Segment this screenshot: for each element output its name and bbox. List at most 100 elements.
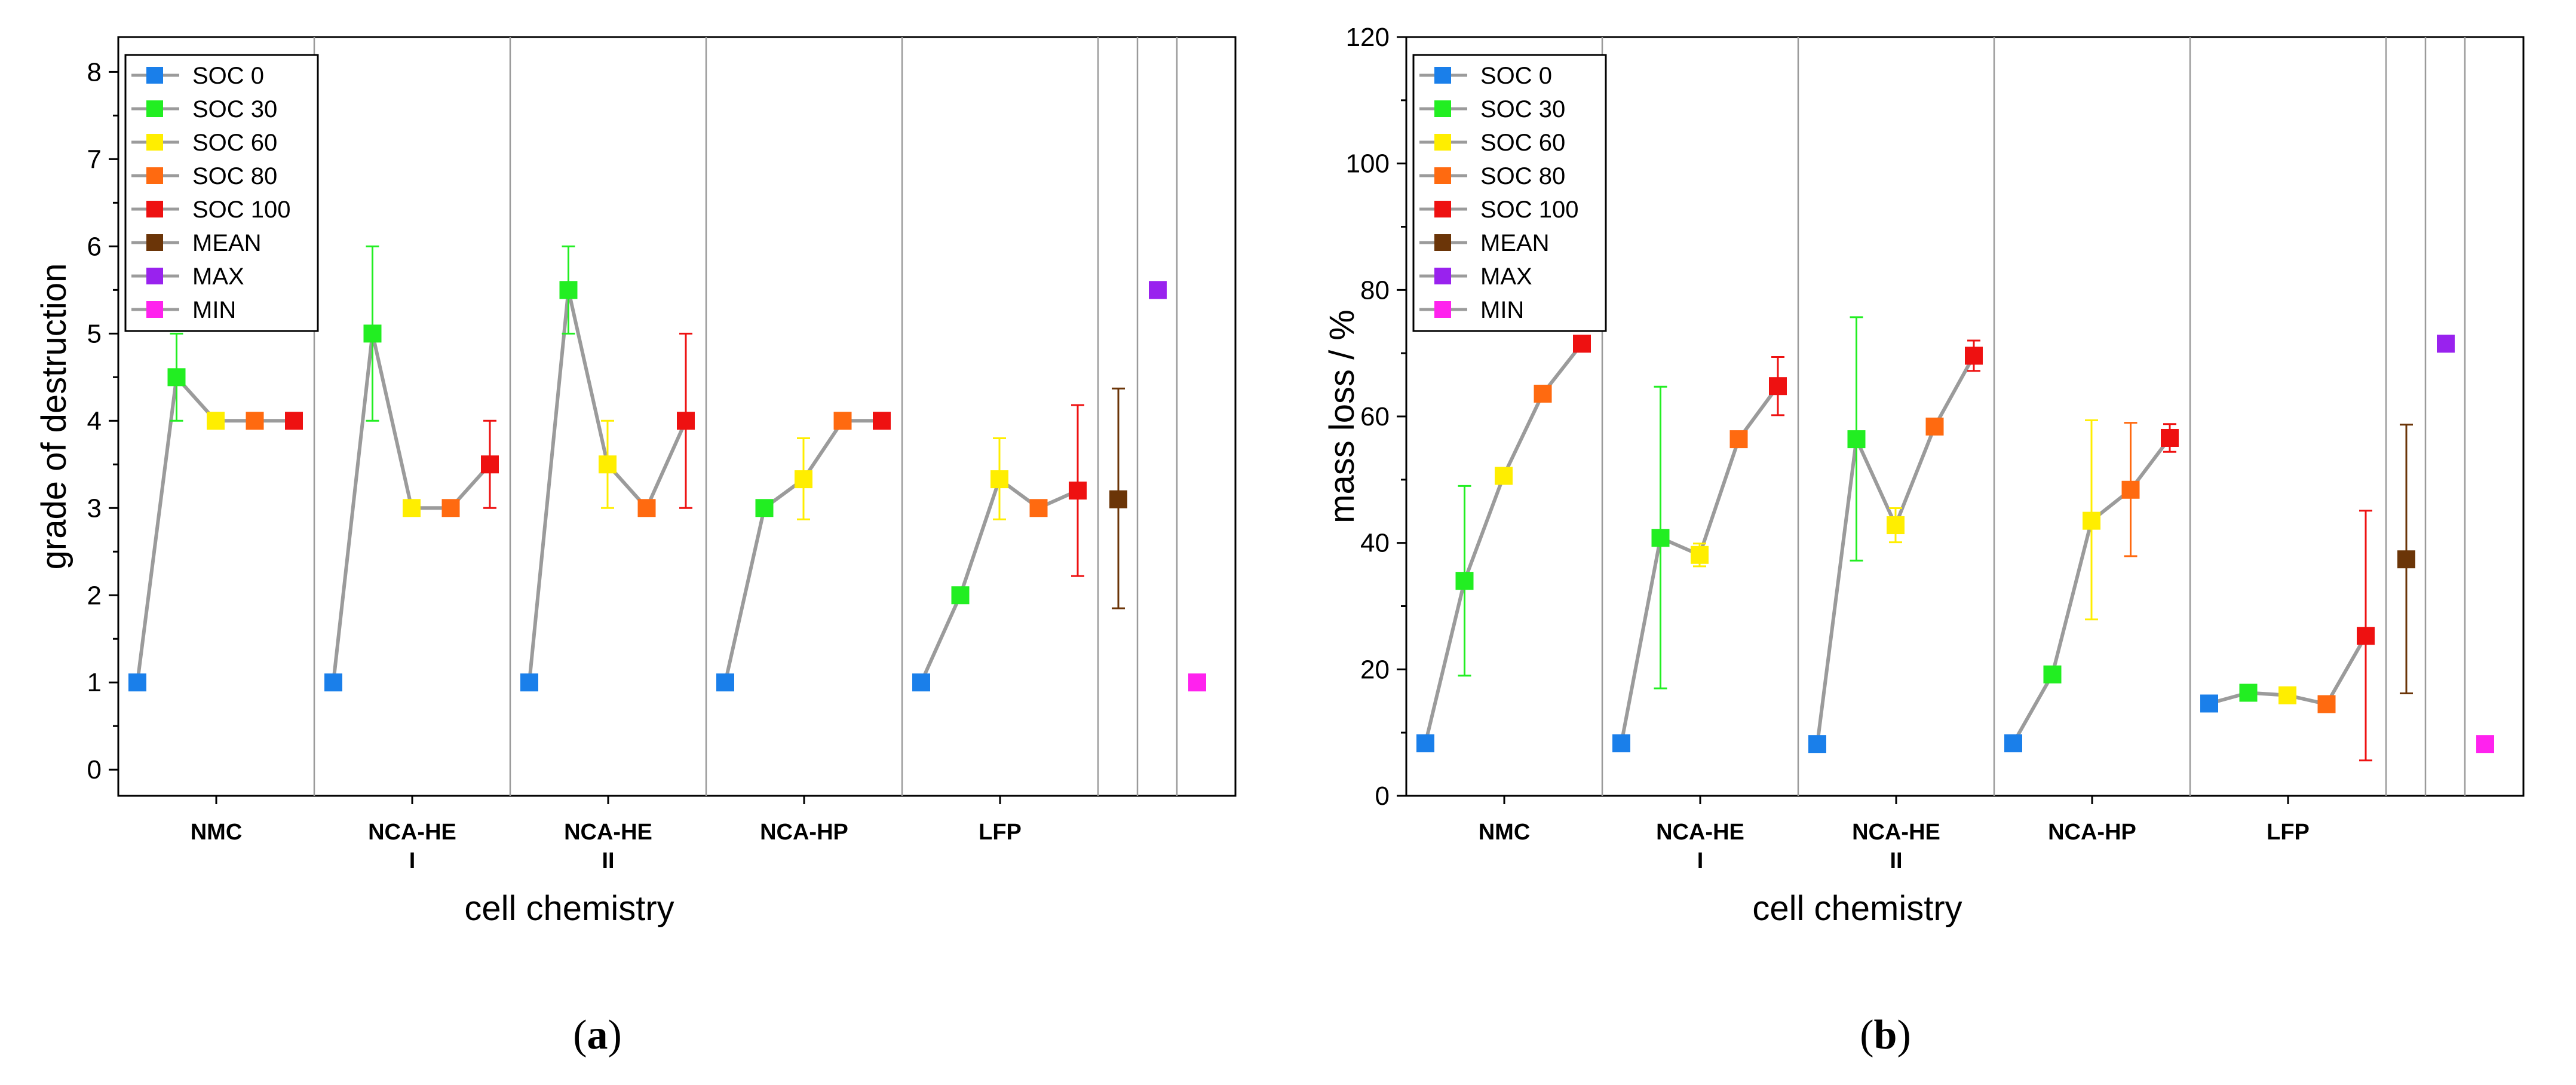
caption-paren: ) [608,1012,622,1058]
legend-marker [146,167,163,184]
data-point [677,412,695,430]
legend-marker [1434,234,1451,251]
data-point [2200,694,2218,713]
soc-connector-line [1424,342,1584,744]
data-point [403,499,421,517]
legend-marker [1434,201,1451,217]
y-tick-label: 40 [1360,529,1390,558]
y-tick-label: 7 [87,145,102,174]
legend-marker [1434,100,1451,117]
legend-marker [146,234,163,251]
legend-marker [1434,301,1451,318]
data-point [1729,430,1748,449]
summary-point [2437,335,2455,353]
y-axis-label: mass loss / % [1323,309,1361,523]
data-point [128,673,146,692]
data-point [1029,499,1048,517]
legend-label: SOC 0 [1480,63,1552,89]
y-tick-label: 5 [87,319,102,348]
data-point [1847,430,1866,449]
caption-paren: ( [573,1012,587,1058]
data-point [167,368,186,387]
category-label: I [409,848,416,873]
category-label: II [1890,848,1902,873]
legend-label: MEAN [1480,230,1550,256]
y-tick-label: 4 [87,406,102,436]
data-point [873,412,891,430]
data-point [1808,735,1826,753]
data-point [2004,734,2022,753]
data-point [1651,529,1670,547]
category-label: NCA-HE [1852,820,1940,845]
category-label: II [602,848,614,873]
legend-marker [146,201,163,217]
data-point [2357,627,2375,645]
legend-label: SOC 100 [192,197,291,223]
data-point [951,586,970,605]
data-point [637,499,656,517]
category-label: I [1697,848,1704,873]
y-tick-label: 60 [1360,402,1390,431]
legend-marker [1434,167,1451,184]
legend-label: MIN [1480,297,1524,323]
category-label: NCA-HE [368,820,456,845]
category-label: NCA-HP [760,820,848,845]
legend-label: MEAN [192,230,262,256]
legend-label: MIN [192,297,236,323]
plot-frame [117,36,1237,797]
summary-point [1188,673,1206,692]
y-tick-label: 0 [1375,781,1390,811]
data-point [1925,417,1944,436]
data-point [207,412,225,430]
summary-point [2397,550,2415,569]
data-point [1455,572,1474,590]
legend-label: SOC 30 [192,96,277,122]
legend-label: SOC 100 [1480,197,1579,223]
category-label: NCA-HP [2048,820,2136,845]
data-point [520,673,538,692]
category-label: NCA-HE [1656,820,1744,845]
legend-label: SOC 60 [192,130,277,156]
legend-label: SOC 0 [192,63,264,89]
legend-marker [146,268,163,284]
summary-point [2476,735,2494,753]
legend-marker [1434,134,1451,151]
data-point [2278,686,2296,704]
data-point [2083,511,2100,530]
data-point [599,455,617,474]
y-tick-label: 1 [87,668,102,697]
data-point [1534,384,1552,403]
category-label: NMC [1479,820,1531,845]
data-point [1612,734,1630,753]
chart-b: 0 20 40 60 80 100 120 NMC NCA-HE I NCA-HE II NCA-HP L… [1323,23,2525,1058]
data-point [912,673,930,692]
y-tick-label: 8 [87,57,102,87]
summary-point [1109,490,1127,508]
y-tick-label: 0 [87,755,102,784]
legend-marker [146,301,163,318]
legend-label: SOC 80 [1480,163,1565,189]
data-point [2239,684,2258,702]
y-tick-label: 20 [1360,655,1390,684]
panel-caption: (a) [573,1012,622,1058]
data-point [1416,734,1434,753]
chart-a: 0 1 2 3 4 5 6 7 8 NMC NCA-HE I NCA-HE II NCA-HP LFP grad… [35,36,1237,1058]
category-label: LFP [979,820,1022,845]
x-axis-label: cell chemistry [464,889,674,928]
legend-marker [146,134,163,151]
legend-marker [146,100,163,117]
data-point [2043,665,2062,684]
legend-label: SOC 30 [1480,96,1565,122]
data-point [559,281,578,299]
y-tick-label: 80 [1360,275,1390,305]
caption-letter: b [1874,1012,1897,1058]
data-point [285,412,303,430]
data-point [363,324,382,343]
y-axis-label: grade of destruction [35,263,73,570]
caption-paren: ) [1897,1012,1910,1058]
data-point [324,673,342,692]
y-tick-label: 2 [87,581,102,610]
data-point [1495,467,1513,485]
legend-label: MAX [1480,263,1532,290]
data-point [2161,428,2179,447]
